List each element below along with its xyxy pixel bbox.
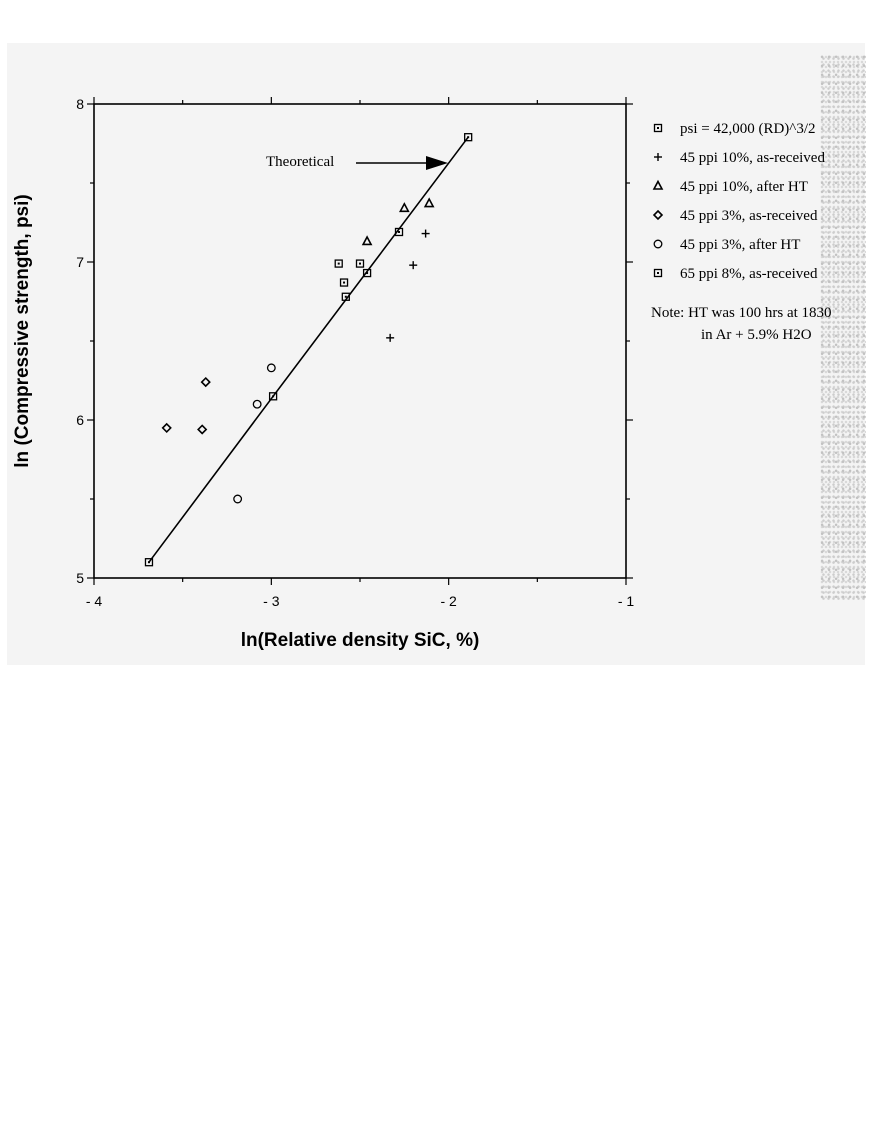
data-point-series-5 bbox=[334, 259, 343, 268]
legend-marker bbox=[654, 153, 662, 161]
legend-item: 45 ppi 10%, as-received bbox=[654, 150, 825, 166]
data-point-series-2 bbox=[361, 235, 373, 246]
data-point-series-1 bbox=[386, 333, 395, 342]
y-tick-label: 7 bbox=[76, 254, 84, 270]
data-point-series-5 bbox=[339, 278, 349, 287]
x-tick-label: - 2 bbox=[440, 593, 457, 609]
note-line-1: Note: HT was 100 hrs at 1830 bbox=[651, 305, 832, 321]
x-tick-label: - 3 bbox=[263, 593, 280, 609]
note-line-2: in Ar + 5.9% H2O bbox=[701, 327, 812, 343]
data-point-series-2 bbox=[398, 202, 410, 213]
data-point-series-3 bbox=[197, 424, 208, 435]
data-point-series-3 bbox=[200, 376, 211, 388]
theoretical-annotation: Theoretical bbox=[266, 154, 334, 170]
x-tick-label: - 4 bbox=[86, 593, 103, 609]
legend-item: 65 ppi 8%, as-received bbox=[653, 266, 818, 282]
series-markers bbox=[144, 133, 473, 567]
legend-marker bbox=[652, 209, 664, 221]
legend-label: 65 ppi 8%, as-received bbox=[680, 266, 818, 282]
theoretical-line bbox=[148, 136, 469, 563]
legend-marker bbox=[653, 268, 663, 278]
data-point-series-5 bbox=[341, 292, 350, 301]
legend-label: 45 ppi 10%, after HT bbox=[680, 179, 808, 195]
data-point-series-5 bbox=[355, 259, 365, 268]
x-tick-label: - 1 bbox=[618, 593, 635, 609]
plot-frame bbox=[93, 103, 627, 579]
data-point-series-4 bbox=[252, 399, 262, 409]
legend-marker bbox=[653, 123, 663, 133]
x-axis-title: ln(Relative density SiC, %) bbox=[241, 630, 480, 651]
legend-label: 45 ppi 3%, as-received bbox=[680, 208, 818, 224]
axis-ticks bbox=[87, 97, 633, 585]
data-point-series-0 bbox=[268, 392, 278, 401]
data-point-series-1 bbox=[409, 261, 418, 270]
scan-noise bbox=[820, 55, 866, 600]
data-point-series-5 bbox=[394, 227, 404, 237]
legend-label: 45 ppi 10%, as-received bbox=[680, 150, 825, 166]
data-point-series-5 bbox=[362, 268, 372, 278]
theoretical-endpoint-marker bbox=[464, 133, 473, 142]
legend-marker bbox=[653, 239, 663, 249]
legend-marker bbox=[652, 179, 664, 190]
data-point-series-1 bbox=[421, 229, 430, 238]
x-tick-labels: - 4 - 3 - 2 - 1 bbox=[86, 593, 635, 609]
legend-label: 45 ppi 3%, after HT bbox=[680, 237, 800, 253]
legend-item: 45 ppi 3%, after HT bbox=[653, 237, 800, 253]
legend: psi = 42,000 (RD)^3/2 45 ppi 10%, as-rece… bbox=[652, 121, 825, 282]
legend-item: 45 ppi 10%, after HT bbox=[652, 179, 808, 195]
y-tick-labels: 5 6 7 8 bbox=[76, 96, 84, 586]
data-point-series-4 bbox=[233, 494, 243, 504]
theoretical-arrow bbox=[356, 156, 448, 170]
y-tick-label: 6 bbox=[76, 412, 84, 428]
series-lines bbox=[148, 136, 469, 563]
y-axis-title: ln (Compressive strength, psi) bbox=[12, 194, 33, 467]
y-tick-label: 8 bbox=[76, 96, 84, 112]
legend-item: psi = 42,000 (RD)^3/2 bbox=[653, 121, 816, 137]
data-point-series-4 bbox=[266, 363, 276, 373]
theoretical-endpoint-marker bbox=[144, 558, 154, 567]
y-tick-label: 5 bbox=[76, 570, 84, 586]
data-point-series-3 bbox=[161, 422, 172, 434]
legend-label: psi = 42,000 (RD)^3/2 bbox=[680, 121, 816, 137]
data-point-series-2 bbox=[423, 197, 435, 208]
legend-item: 45 ppi 3%, as-received bbox=[652, 208, 818, 224]
